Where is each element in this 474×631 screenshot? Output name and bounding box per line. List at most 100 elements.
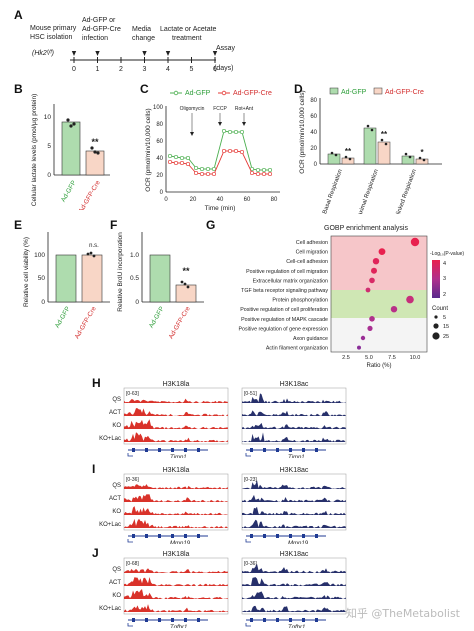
go-term-dot [369,316,375,322]
signal-track-h3k18ac [242,605,346,612]
track-scale-left: [0-63] [126,391,139,397]
go-term-label: TGF beta receptor signaling pathway [241,288,328,294]
gene-exon [184,534,187,538]
signal-track-h3k18ac [242,591,346,599]
panel-label-g: G [206,218,216,232]
genotype-label: (Hk2ᶠ/ᶠ) [32,50,54,57]
watermark: 知乎 @TheMetabolist [345,607,460,620]
series-point-cre [227,148,233,154]
panel-b-point [66,118,70,122]
track-title-left: H3K18la [163,381,190,388]
gene-exon [132,448,135,452]
series-point-cre [261,171,267,177]
panel-f-ytick-1: 0.5 [130,275,139,282]
panel-f-xtick-gfp: Ad-GFP [148,306,166,330]
step-3-line2: treatment [172,35,202,42]
gene-exon [276,618,279,622]
series-point-cre [233,148,239,154]
track-title-right: H3K18ac [280,551,309,558]
day-label: 5 [190,66,194,73]
track-row-label: KO [112,423,121,429]
panel-i-tracks: H3K18la H3K18ac [0-36] [0-23] QS ACT KO KO+Lac M… [99,467,347,544]
panel-g-chart: GOBP enrichment analysis Cell adhesion Ce… [238,225,464,369]
colorbar-tick-0: 4 [443,261,446,267]
gene-exon [171,448,174,452]
step-0-line2: HSC isolation [30,34,73,41]
panel-g-xtick-1: 5.0 [365,355,373,361]
go-term-label: Positive regulation of MAPK cascade [241,317,328,323]
panel-b-point [90,146,94,150]
track-row-label: QS [112,567,121,573]
gene-exon [289,448,292,452]
gene-exon [197,534,200,538]
track-row-label: QS [112,397,121,403]
panel-c-ytick-2: 40 [156,156,163,162]
panel-d-ylabel: OCR (pmol/min/10,000 cells) [299,90,306,173]
panel-d-bar-basal-gfp [327,153,341,165]
panel-e-ylabel: Relative cell viability (%) [23,237,30,307]
panel-c-legend-cre: Ad-GFP-Cre [233,90,272,97]
panel-b-bar-cre [85,150,105,176]
panel-e-chart: Relative cell viability (%) 0 50 100 n.s… [23,232,110,340]
panel-b-ytick-1: 5 [47,143,51,150]
track-scale-right: [0-36] [244,561,257,567]
panel-c-ylabel: OCR (pmol/min/10,000 cells) [145,108,152,191]
panel-e-bar-gfp [55,254,77,303]
track-title-right: H3K18ac [280,467,309,474]
gene-exon [315,448,318,452]
tss-arrow [127,453,133,457]
panel-e-significance: n.s. [89,243,99,249]
day-label: 0 [72,66,76,73]
gene-exon [145,618,148,622]
step-1-line1: Ad-GFP or [82,17,116,24]
track-row-label: ACT [109,496,121,502]
panel-d-xtick-maximal: Maximal Respiration [356,169,380,214]
series-point-cre [267,171,273,177]
step-1-line2: Ad-GFP-Cre [82,26,121,33]
series-point-gfp [167,153,173,159]
gene-exon [250,534,253,538]
size-legend-tick-0: 5 [443,315,446,321]
panel-c-chart: Ad-GFP Ad-GFP-Cre OCR (pmol/min/10,000 c… [145,90,280,212]
panel-b-point [69,124,73,128]
track-row-label: KO+Lac [99,606,121,612]
step-2-line2: change [132,35,155,42]
step-4-line1: Assay [216,45,236,52]
panel-c-ytick-1: 20 [156,173,163,179]
panel-d-ytick-0: 0 [314,162,318,168]
gene-exon [302,618,305,622]
gene-exon [145,534,148,538]
panel-d-xtick-basal: Basal Respiration [322,169,344,214]
panel-c-ytick-5: 100 [153,105,164,111]
step-arrow [142,51,147,56]
day-label: 3 [143,66,147,73]
panel-d-xtick-atp: ATP-linked Respiration [391,169,417,214]
panel-b-chart: Cellular lactate levels (pmol/μg protein… [31,94,110,210]
signal-track-h3k18la [124,494,228,502]
day-label: 2 [119,66,123,73]
series-point-gfp [173,154,179,160]
go-term-label: Positive regulation of cell migration [246,269,328,275]
track-row-label: QS [112,483,121,489]
track-scale-left: [0-68] [126,561,139,567]
panel-b-ytick-0: 0 [47,172,51,179]
step-3-line1: Lactate or Acetate [160,26,217,33]
series-point-cre [221,148,227,154]
day-label: 6 [213,66,217,73]
panel-d-sig-maximal: ** [381,130,388,139]
panel-f-ytick-2: 1.0 [130,252,139,259]
day-label: 1 [96,66,100,73]
gene-exon [184,618,187,622]
size-legend-tick-2: 25 [443,334,449,340]
track-scale-right: [0-51] [244,391,257,397]
panel-d-ytick-3: 60 [310,114,317,120]
panel-d-ytick-4: 80 [310,98,317,104]
series-point-gfp [199,166,205,172]
signal-track-h3k18la [124,398,228,403]
track-row-label: ACT [109,410,121,416]
panel-c-xtick-4: 80 [271,197,278,203]
panel-b-significance: ** [91,137,99,147]
gene-exon [289,618,292,622]
go-term-dot [365,287,371,293]
gene-exon [158,618,161,622]
